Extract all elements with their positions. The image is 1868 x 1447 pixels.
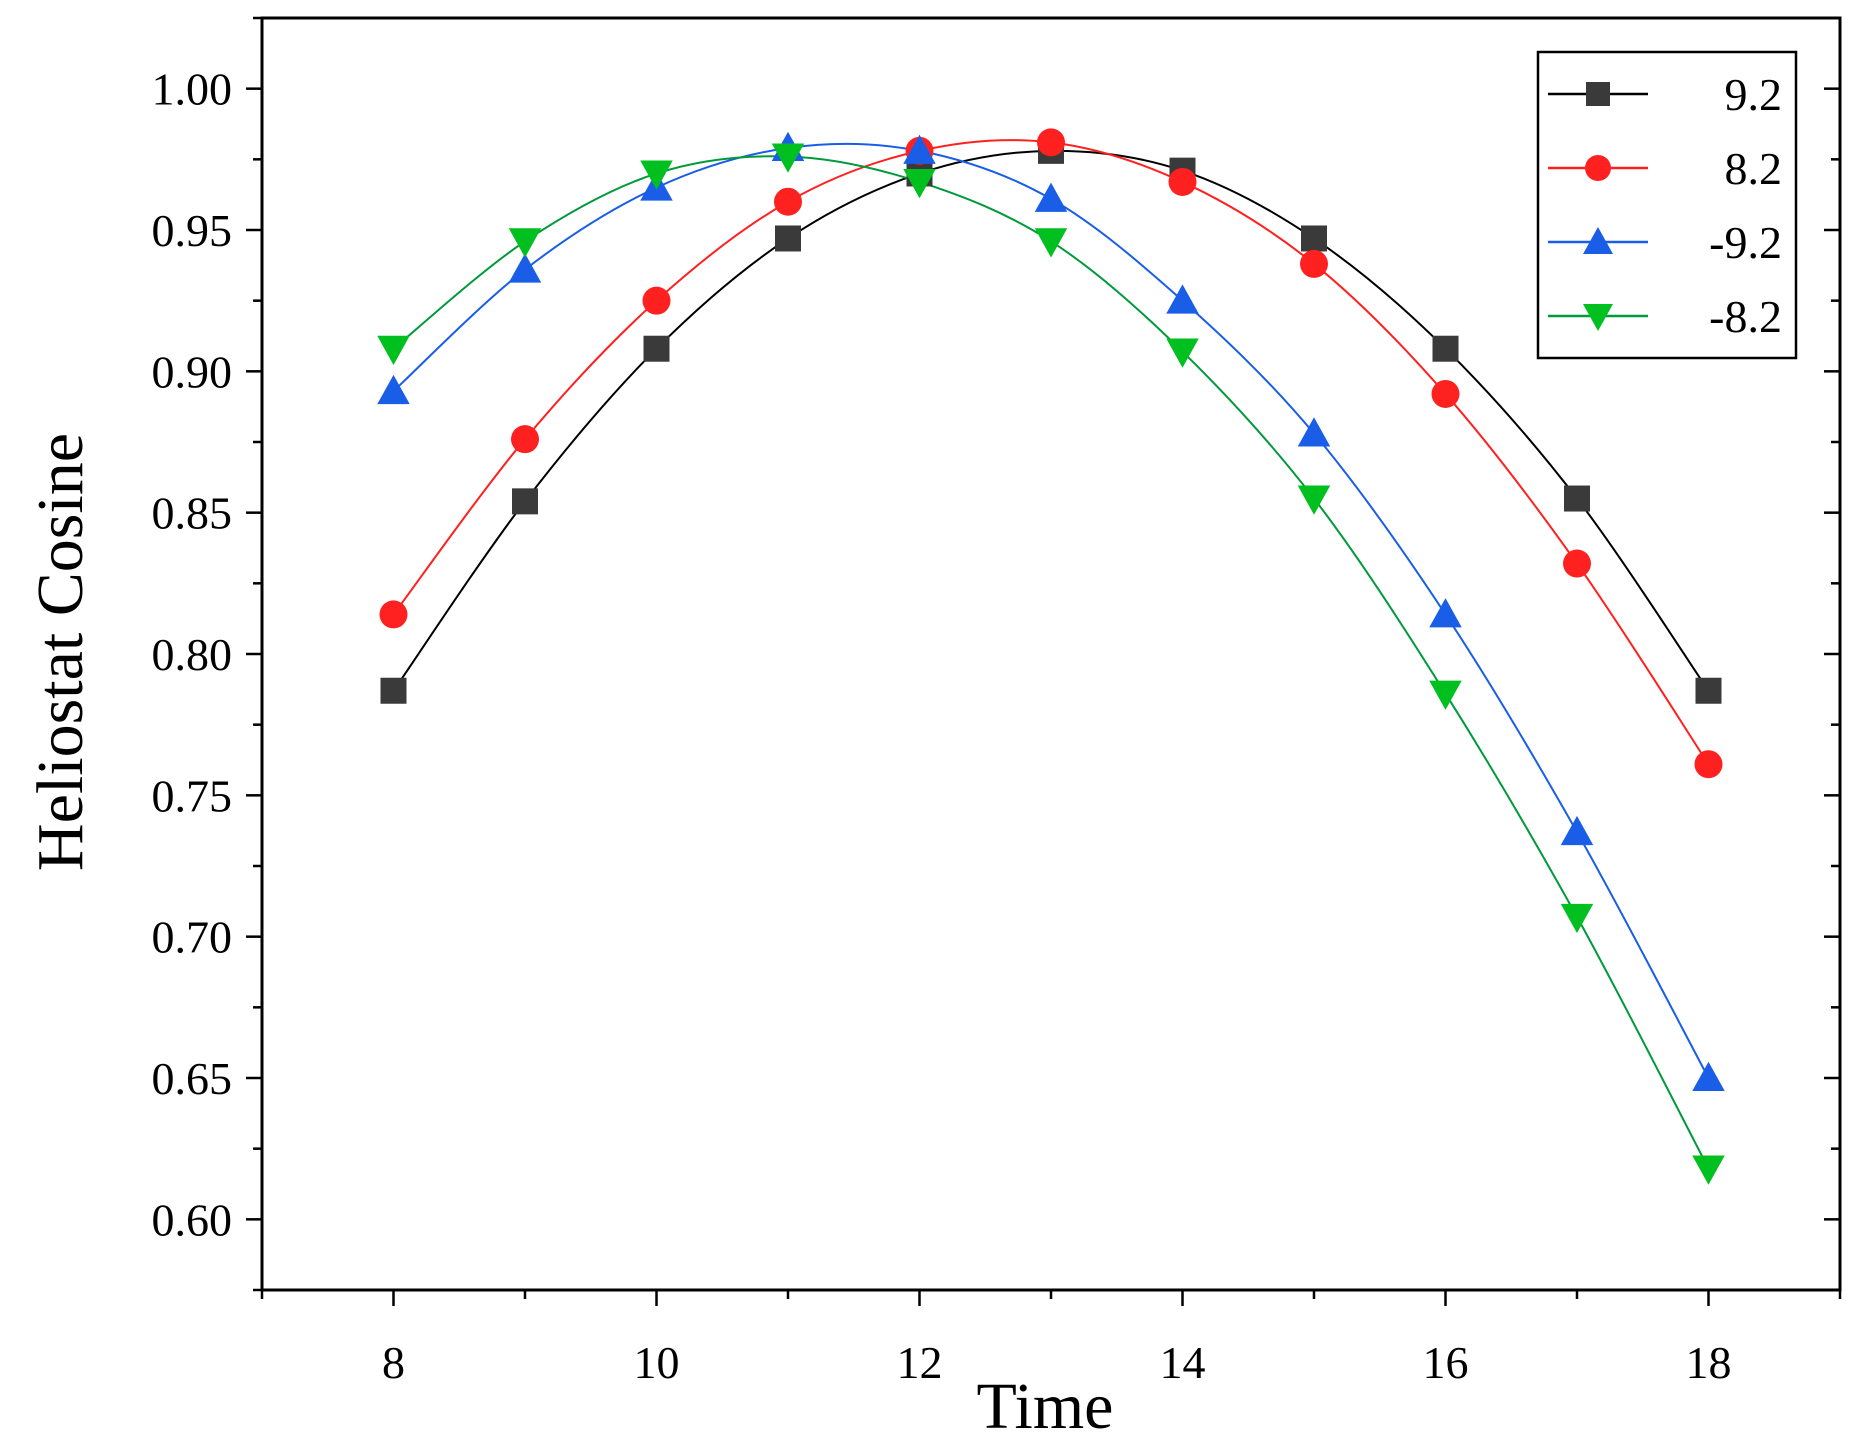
legend-marker [1585,155,1611,181]
series-line-4 [392,155,1710,1169]
x-tick-label: 10 [634,1337,680,1388]
series-1-point [1432,335,1459,362]
y-tick-label: 0.85 [152,488,233,539]
y-tick-label: 0.60 [152,1194,233,1245]
series-3-point [377,374,410,405]
series-2-point [774,187,802,216]
series-4-point [1560,903,1594,934]
series-3-point [1297,417,1331,447]
y-tick-label: 0.90 [152,346,233,397]
legend-label: 9.2 [1725,69,1783,120]
y-tick-label: 0.80 [152,629,233,680]
legend: 9.2 8.2 -9.2 -8.2 [1536,50,1798,360]
series-line-3 [392,142,1710,1079]
x-tick-label: 16 [1423,1337,1469,1388]
y-tick-label: 1.00 [152,64,233,115]
series-4-point [1297,485,1331,515]
y-axis-title: Heliostat Cosine [24,433,97,871]
legend-marker [1583,227,1613,254]
series-1-point [1301,225,1327,252]
series-2-point [1694,750,1723,779]
series-2-point [1431,379,1460,408]
ticks [246,16,1842,1306]
legend-box [1536,50,1798,360]
series-markers [377,128,1725,1185]
series-4-point [640,160,673,190]
series-4-point [1166,338,1199,368]
legend-label: 8.2 [1725,143,1783,194]
series-4-point [1034,228,1068,258]
series-3-point [1034,182,1068,212]
series-1-point [775,225,801,252]
series-1-point [512,488,538,515]
series-1-point [1695,677,1722,704]
series-2-point [1300,249,1328,278]
series-3-point [1429,598,1462,628]
series-2-point [511,425,539,454]
series-2-point [379,600,408,629]
series-1-point [380,677,407,704]
series-4-point [903,168,936,199]
series-4-point [1692,1155,1725,1185]
series-3-point [903,134,936,164]
series-3-point [1166,284,1199,314]
legend-marker [1583,304,1613,331]
series-1-point [643,335,670,362]
y-tick-label: 0.65 [152,1053,233,1104]
y-tick-label: 0.95 [152,205,233,256]
series-4-point [377,335,410,365]
x-tick-label: 12 [897,1337,943,1388]
x-tick-label: 14 [1160,1337,1206,1388]
series-2-point [1563,549,1591,578]
y-tick-label: 0.70 [152,912,233,963]
series-3-point [508,253,542,283]
series-4-point [508,228,542,258]
series-3-point [1560,815,1594,846]
series-2-point [1168,167,1197,196]
series-4-point [771,143,805,173]
legend-label: -9.2 [1709,217,1782,268]
series-1-point [1564,485,1590,512]
x-tick-label: 18 [1686,1337,1732,1388]
legend-marker [1586,82,1610,106]
y-tick-label: 0.75 [152,770,233,821]
series-4-point [1429,680,1462,710]
series-3-point [1692,1061,1725,1091]
legend-label: -8.2 [1709,291,1782,342]
series-2-point [1037,128,1065,157]
series-2-point [642,286,671,315]
x-axis-title: Time [977,1370,1114,1443]
x-tick-label: 8 [382,1337,405,1388]
tick-labels: 8 10 12 14 16 18 0.60 0.65 0.70 0.75 0.80 0.85 0.90 0… [152,64,1732,1388]
